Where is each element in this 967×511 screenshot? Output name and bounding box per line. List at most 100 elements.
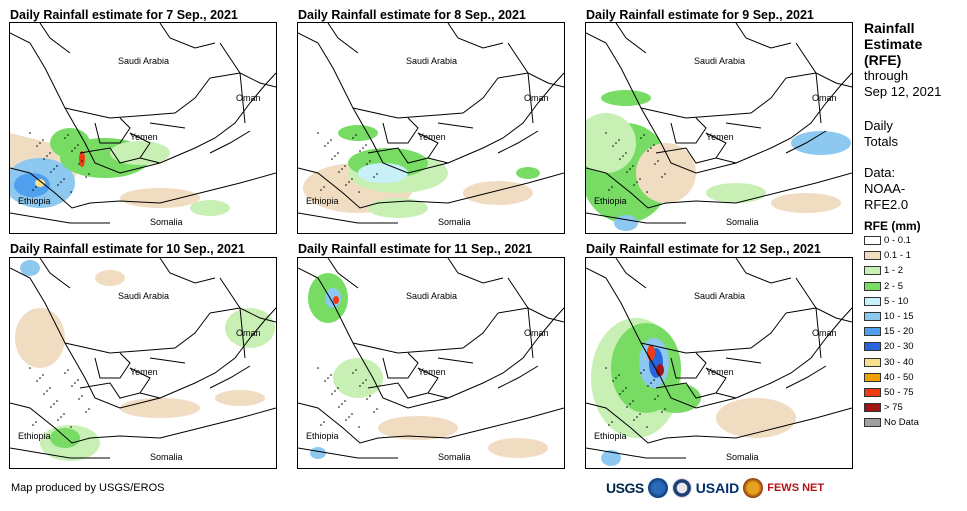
rainfall-patch — [516, 167, 540, 179]
border-line — [497, 307, 529, 314]
sidebar-through: through — [864, 68, 909, 83]
terrain-dot — [657, 395, 659, 397]
rainfall-patch — [378, 416, 458, 440]
border-line — [239, 307, 246, 359]
country-label-saudi: Saudi Arabia — [118, 291, 169, 301]
border-line — [298, 267, 564, 409]
terrain-dot — [39, 377, 41, 379]
legend-swatch — [864, 266, 881, 276]
border-line — [815, 72, 822, 124]
terrain-dot — [85, 411, 87, 413]
border-line — [586, 267, 852, 409]
terrain-dot — [327, 142, 329, 144]
terrain-dot — [608, 189, 610, 191]
border-line — [10, 267, 276, 409]
rainfall-patch — [614, 215, 638, 231]
terrain-dot — [611, 421, 613, 423]
border-line — [705, 132, 727, 159]
terrain-dot — [348, 181, 350, 183]
terrain-dot — [612, 380, 614, 382]
terrain-dot — [366, 398, 368, 400]
fews-net-logo: FEWS NET — [767, 482, 825, 494]
legend-label: 30 - 40 — [884, 356, 914, 368]
terrain-dot — [359, 150, 361, 152]
border-line — [298, 447, 398, 459]
terrain-dot — [330, 374, 332, 376]
border-line — [586, 402, 852, 444]
panel-title-1: Daily Rainfall estimate for 7 Sep., 2021 — [10, 8, 238, 22]
rainfall-patch — [110, 141, 170, 165]
border-line — [298, 402, 564, 444]
legend-label: 5 - 10 — [884, 295, 909, 307]
terrain-dot — [337, 152, 339, 154]
border-line — [159, 258, 216, 284]
country-label-oman: Oman — [524, 93, 549, 103]
legend-item: 2 - 5 — [864, 279, 964, 294]
terrain-dot — [365, 379, 367, 381]
country-label-oman: Oman — [812, 328, 837, 338]
rainfall-patch — [333, 358, 383, 398]
terrain-dot — [88, 173, 90, 175]
rainfall-patch — [636, 143, 696, 203]
terrain-dot — [53, 403, 55, 405]
legend-item: 30 - 40 — [864, 355, 964, 370]
terrain-dot — [74, 382, 76, 384]
terrain-dot — [633, 184, 635, 186]
border-line — [39, 23, 71, 54]
rainfall-patch — [20, 260, 40, 276]
terrain-dot — [636, 181, 638, 183]
terrain-dot — [622, 390, 624, 392]
terrain-dot — [653, 379, 655, 381]
legend-item: 0 - 0.1 — [864, 233, 964, 248]
fews-net-globe-icon — [743, 478, 764, 498]
rainfall-patch — [50, 128, 90, 158]
terrain-dot — [653, 144, 655, 146]
terrain-dot — [351, 413, 353, 415]
sidebar-title-line1: Rainfall — [864, 20, 915, 36]
country-label-saudi: Saudi Arabia — [118, 56, 169, 66]
terrain-dot — [654, 163, 656, 165]
terrain-dot — [618, 374, 620, 376]
terrain-dot — [71, 385, 73, 387]
border-line — [615, 258, 647, 289]
usaid-seal-icon — [671, 478, 692, 498]
legend-swatch — [864, 327, 881, 337]
border-line — [785, 72, 817, 79]
border-line — [447, 258, 504, 284]
border-line — [447, 23, 504, 49]
border-line — [79, 147, 161, 164]
border-line — [417, 132, 439, 159]
terrain-dot — [633, 419, 635, 421]
terrain-dot — [646, 191, 648, 193]
terrain-dot — [29, 132, 31, 134]
noaa-logo-icon — [647, 478, 668, 498]
rainfall-map-6: Saudi Arabia Oman Yemen Ethiopia Somalia — [585, 257, 853, 469]
border-line — [417, 367, 439, 394]
country-label-ethiopia: Ethiopia — [18, 196, 51, 206]
border-line — [705, 367, 727, 394]
border-line — [10, 447, 110, 459]
rainfall-patch — [463, 181, 533, 205]
border-line — [209, 130, 251, 154]
terrain-dot — [615, 142, 617, 144]
terrain-dot — [352, 137, 354, 139]
rainfall-patch — [488, 438, 548, 458]
terrain-dot — [323, 186, 325, 188]
border-line — [367, 382, 449, 399]
legend-swatch — [864, 403, 881, 413]
terrain-dot — [88, 408, 90, 410]
terrain-dot — [358, 191, 360, 193]
terrain-dot — [64, 137, 66, 139]
terrain-dot — [67, 369, 69, 371]
legend-swatch — [864, 296, 881, 306]
rainfall-patch — [368, 198, 428, 218]
terrain-dot — [369, 395, 371, 397]
rainfall-patch — [35, 179, 45, 187]
border-line — [10, 32, 276, 174]
terrain-dot — [661, 411, 663, 413]
terrain-dot — [626, 406, 628, 408]
legend-swatch — [864, 418, 881, 428]
rainfall-patch — [771, 193, 841, 213]
border-line — [670, 117, 707, 144]
terrain-dot — [355, 134, 357, 136]
